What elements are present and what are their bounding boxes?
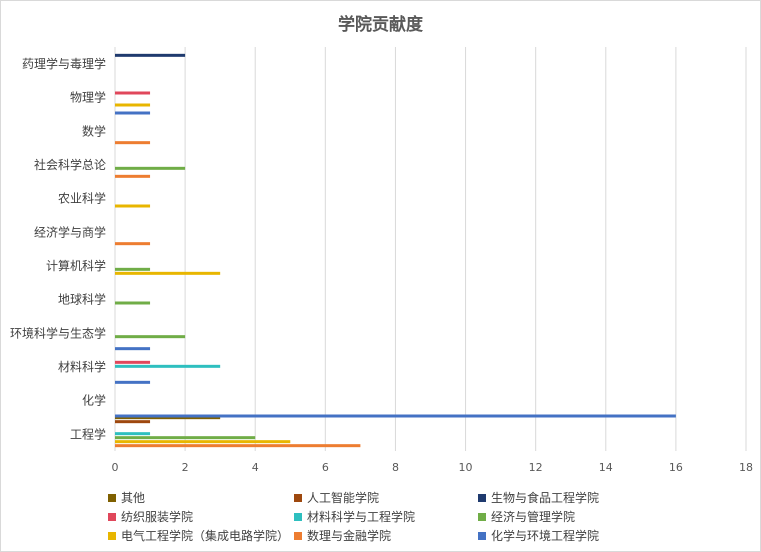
- bar: [115, 91, 151, 95]
- chart-title: 学院贡献度: [338, 15, 423, 35]
- bar: [115, 103, 151, 107]
- bar: [115, 111, 151, 115]
- y-category-label: 药理学与毒理学: [22, 56, 106, 71]
- x-tick-label: 8: [392, 461, 399, 474]
- x-tick-label: 12: [529, 461, 543, 474]
- y-category-label: 数学: [82, 123, 106, 138]
- x-tick-label: 18: [739, 461, 753, 474]
- x-tick-label: 4: [252, 461, 259, 474]
- x-tick-label: 2: [182, 461, 189, 474]
- x-tick-label: 10: [459, 461, 473, 474]
- bar: [115, 347, 151, 351]
- bar: [115, 174, 151, 178]
- y-category-label: 环境科学与生态学: [10, 325, 106, 340]
- bar: [115, 364, 221, 368]
- bar: [115, 436, 256, 440]
- bar: [115, 380, 151, 384]
- bar: [115, 360, 151, 364]
- bar: [115, 141, 151, 145]
- bar: [115, 440, 291, 444]
- x-tick-label: 0: [112, 461, 119, 474]
- bar: [115, 416, 221, 420]
- bar: [115, 166, 186, 170]
- bar: [115, 53, 186, 57]
- bar: [115, 444, 361, 448]
- x-tick-label: 6: [322, 461, 329, 474]
- bar: [115, 271, 221, 275]
- bar: [115, 420, 151, 424]
- y-category-label: 地球科学: [58, 292, 106, 307]
- bar: [115, 204, 151, 208]
- bar: [115, 267, 151, 271]
- x-tick-label: 16: [669, 461, 683, 474]
- x-tick-label: 14: [599, 461, 613, 474]
- y-category-label: 经济学与商学: [34, 224, 106, 239]
- bar: [115, 432, 151, 436]
- bar: [115, 301, 151, 305]
- y-category-label: 物理学: [70, 90, 106, 105]
- y-category-label: 社会科学总论: [34, 157, 106, 172]
- bar: [115, 242, 151, 246]
- bar: [115, 414, 676, 418]
- y-category-label: 化学: [82, 393, 106, 408]
- y-category-label: 计算机科学: [46, 258, 106, 273]
- y-category-label: 材料科学: [58, 359, 106, 374]
- y-category-label: 农业科学: [58, 191, 106, 206]
- bar: [115, 335, 186, 339]
- y-category-label: 工程学: [70, 426, 106, 441]
